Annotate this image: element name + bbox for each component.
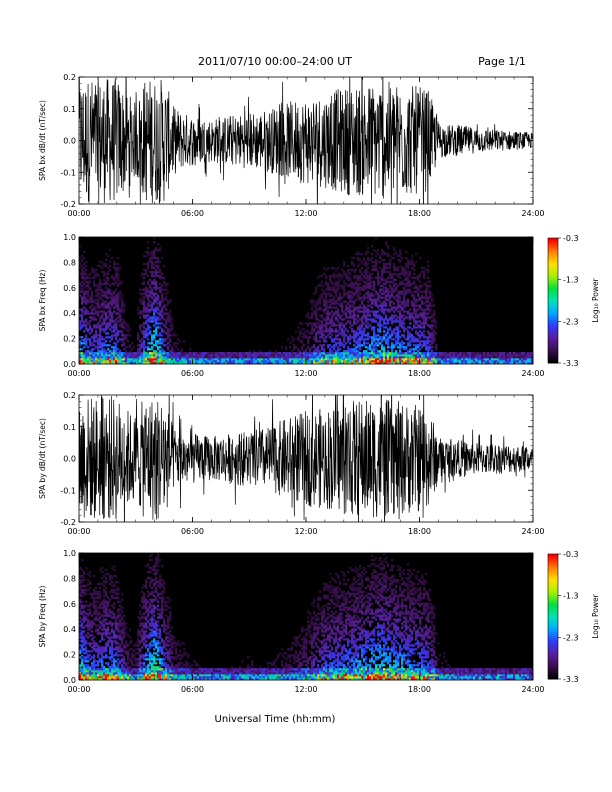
y-tick-label: 0.4: [63, 309, 76, 318]
x-tick-label: 12:00: [294, 685, 317, 694]
y-tick-label: 0.0: [63, 360, 76, 369]
colorbar-tick-label: -1.3: [563, 276, 579, 285]
x-tick-label: 18:00: [408, 209, 431, 218]
colorbar-tick-label: -3.3: [563, 359, 579, 368]
y-tick-label: 0.1: [63, 105, 76, 114]
page-indicator: Page 1/1: [478, 55, 526, 68]
figure-title: 2011/07/10 00:00–24:00 UT: [198, 55, 352, 68]
y-tick-label: -0.2: [60, 200, 76, 209]
y-tick-label: 0.8: [63, 258, 76, 267]
x-axis-title: Universal Time (hh:mm): [215, 714, 336, 725]
colorbar-label: Log₁₀ Power: [591, 593, 600, 638]
colorbar-bx: -0.3 -1.3 -2.3 -3.3 Log₁₀ Power: [547, 234, 600, 368]
x-tick-label: 00:00: [67, 209, 90, 218]
y-tick-label: 0.0: [63, 676, 76, 685]
colorbar-tick-label: -3.3: [563, 675, 579, 684]
x-tick-label: 18:00: [408, 685, 431, 694]
spectrogram-cells: [79, 553, 534, 681]
x-tick-label: 12:00: [294, 527, 317, 536]
y-tick-label: -0.1: [60, 168, 76, 177]
x-tick-label: 00:00: [67, 685, 90, 694]
colorbar-tick-label: -0.3: [563, 234, 579, 243]
colorbar-by: -0.3 -1.3 -2.3 -3.3 Log₁₀ Power: [547, 550, 600, 684]
y-tick-label: 0.2: [63, 391, 76, 400]
x-tick-label: 24:00: [521, 685, 544, 694]
colorbar-tick-label: -2.3: [563, 317, 579, 326]
x-tick-label: 24:00: [521, 527, 544, 536]
y-tick-label: 0.2: [63, 651, 76, 660]
y-tick-label: 0.0: [63, 455, 76, 464]
bx-spectrogram-panel: 0.0 0.2 0.4 0.6 0.8 1.0 00:00 06:00 12:00 18:00 24…: [38, 233, 545, 378]
y-tick-label: 0.2: [63, 73, 76, 82]
y-tick-label: 0.0: [63, 137, 76, 146]
bx-dbdt-panel: -0.2 -0.1 0.0 0.1 0.2 00:00 06:00 12:00 18:00 24:…: [38, 73, 545, 218]
y-tick-label: -0.1: [60, 486, 76, 495]
y-tick-label: 1.0: [63, 233, 76, 242]
dbdt-series-line: [79, 395, 533, 522]
x-tick-label: 24:00: [521, 209, 544, 218]
y-tick-label: 0.8: [63, 574, 76, 583]
x-tick-label: 12:00: [294, 369, 317, 378]
x-tick-label: 00:00: [67, 369, 90, 378]
y-axis-label: SPA by dB/dt (nT/sec): [38, 418, 47, 499]
dbdt-series-line: [79, 77, 533, 204]
by-spectrogram-panel: 0.0 0.2 0.4 0.6 0.8 1.0 00:00 06:00 12:00 18:00 24…: [38, 549, 545, 694]
x-tick-label: 18:00: [408, 369, 431, 378]
y-tick-label: 0.4: [63, 625, 76, 634]
x-tick-label: 12:00: [294, 209, 317, 218]
x-tick-label: 24:00: [521, 369, 544, 378]
y-tick-label: 0.6: [63, 284, 76, 293]
spectrogram-cells: [79, 237, 534, 365]
colorbar-tick-label: -2.3: [563, 633, 579, 642]
y-tick-label: 0.2: [63, 335, 76, 344]
x-tick-label: 18:00: [408, 527, 431, 536]
colorbar-tick-label: -1.3: [563, 592, 579, 601]
x-tick-label: 06:00: [181, 369, 204, 378]
y-tick-label: 0.1: [63, 423, 76, 432]
by-dbdt-panel: -0.2 -0.1 0.0 0.1 0.2 00:00 06:00 12:00 18:00 24:…: [38, 391, 545, 536]
x-tick-label: 06:00: [181, 209, 204, 218]
y-tick-label: 0.6: [63, 600, 76, 609]
x-tick-label: 06:00: [181, 527, 204, 536]
colorbar-label: Log₁₀ Power: [591, 277, 600, 322]
x-tick-label: 00:00: [67, 527, 90, 536]
y-tick-label: -0.2: [60, 518, 76, 527]
y-axis-label: SPA by Freq (Hz): [38, 586, 47, 648]
y-axis-label: SPA bx dB/dt (nT/sec): [38, 100, 47, 181]
colorbar-tick-label: -0.3: [563, 550, 579, 559]
y-tick-label: 1.0: [63, 549, 76, 558]
x-tick-label: 06:00: [181, 685, 204, 694]
y-axis-label: SPA bx Freq (Hz): [38, 270, 47, 332]
